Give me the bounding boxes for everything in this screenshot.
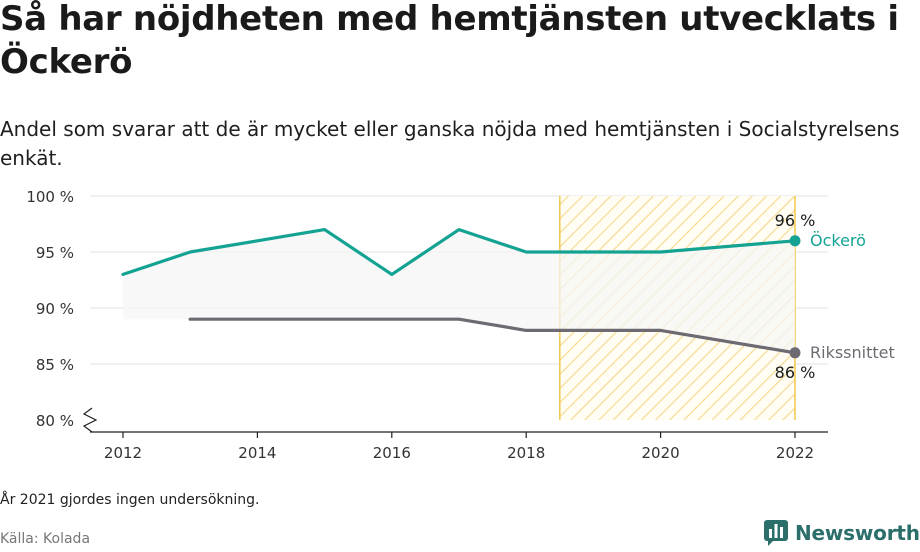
end-value-label: 96 % [775,211,816,230]
brand-name: Newsworthy [795,521,920,545]
axes: 2012 2014 2016 2018 2020 2022 [82,407,828,462]
series-line-rikssnittet [188,317,797,355]
y-tick-label: 100 % [26,188,74,206]
y-tick-label: 85 % [36,356,74,374]
y-tick-label: 80 % [36,412,74,430]
series-end-point [789,347,801,359]
y-tick-label: 95 % [36,244,74,262]
series-name-label: Öckerö [810,231,866,250]
x-tick-label: 2020 [642,444,680,462]
x-tick-label: 2012 [104,444,142,462]
footnote: År 2021 gjordes ingen undersökning. [0,492,260,508]
chart-subtitle: Andel som svarar att de är mycket eller … [0,117,900,170]
gap-area [123,229,795,353]
series-name-label: Rikssnittet [810,343,895,362]
gap-band [123,229,795,353]
x-tick-label: 2018 [507,444,545,462]
source-note: Källa: Kolada [0,531,91,547]
axis-break-mark [82,407,98,433]
bar-chart-logo-icon [764,520,788,546]
chart-title: Så har nöjdheten med hemtjänsten utveckl… [0,0,899,82]
brand-logo: Newsworthy [764,520,920,546]
x-tick-label: 2016 [373,444,411,462]
x-tick-label: 2014 [238,444,276,462]
series-lines [121,228,801,359]
series-end-point [789,235,801,247]
y-tick-label: 90 % [36,300,74,318]
x-tick-label: 2022 [776,444,814,462]
end-value-label: 86 % [775,363,816,382]
series-line-ockero [121,228,797,276]
